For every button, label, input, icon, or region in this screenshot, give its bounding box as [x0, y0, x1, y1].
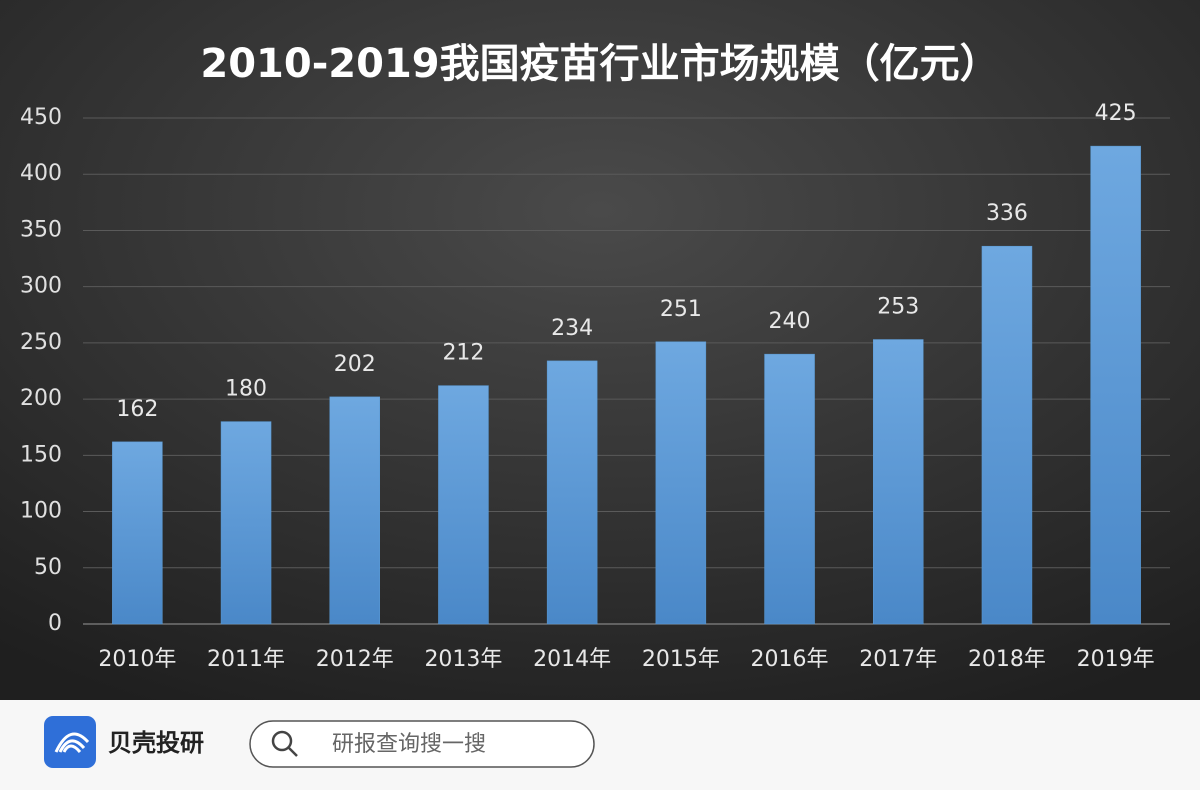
data-label: 202 [334, 352, 376, 377]
data-label: 253 [877, 295, 919, 320]
x-tick-label: 2010年 [98, 647, 176, 672]
x-tick-label: 2011年 [207, 647, 285, 672]
bar [1090, 145, 1141, 625]
search-icon [271, 730, 298, 757]
x-tick-label: 2013年 [424, 647, 502, 672]
x-tick-label: 2014年 [533, 647, 611, 672]
x-tick-label: 2019年 [1077, 647, 1155, 672]
bar [220, 421, 272, 625]
data-label: 240 [769, 309, 811, 334]
x-tick-label: 2016年 [751, 647, 829, 672]
data-label: 180 [225, 377, 267, 402]
y-tick-label: 300 [20, 274, 62, 299]
logo [44, 716, 96, 768]
y-tick-label: 250 [20, 330, 62, 355]
bar [438, 385, 489, 625]
data-label: 425 [1095, 101, 1137, 126]
data-label: 251 [660, 297, 702, 322]
data-label: 336 [986, 201, 1028, 226]
x-tick-label: 2017年 [859, 647, 937, 672]
x-tick-label: 2018年 [968, 647, 1046, 672]
y-tick-label: 400 [20, 161, 62, 186]
bar [546, 360, 598, 625]
bar [655, 341, 707, 625]
x-tick-label: 2015年 [642, 647, 720, 672]
y-tick-label: 50 [34, 555, 62, 580]
y-tick-label: 0 [48, 611, 62, 636]
bar [112, 441, 163, 625]
y-tick-label: 450 [20, 105, 62, 130]
bar [329, 396, 380, 625]
bar [873, 339, 924, 625]
y-tick-label: 100 [20, 499, 62, 524]
search-placeholder: 研报查询搜一搜 [332, 732, 486, 757]
x-tick-label: 2012年 [316, 647, 394, 672]
chart-title: 2010-2019我国疫苗行业市场规模（亿元） [200, 41, 999, 87]
y-tick-label: 150 [20, 442, 62, 467]
bar [764, 353, 815, 625]
data-label: 234 [551, 316, 593, 341]
y-tick-label: 350 [20, 217, 62, 242]
y-tick-label: 200 [20, 386, 62, 411]
plot: 0 50 100 150 200 250 300 350 400 450 2010年 162 2011年… [20, 101, 1170, 672]
brand-name: 贝壳投研 [108, 729, 204, 757]
search-box[interactable] [249, 720, 595, 768]
data-label: 212 [442, 341, 484, 366]
data-label: 162 [116, 397, 158, 422]
bar [981, 245, 1033, 625]
footer-bar [0, 700, 1200, 790]
